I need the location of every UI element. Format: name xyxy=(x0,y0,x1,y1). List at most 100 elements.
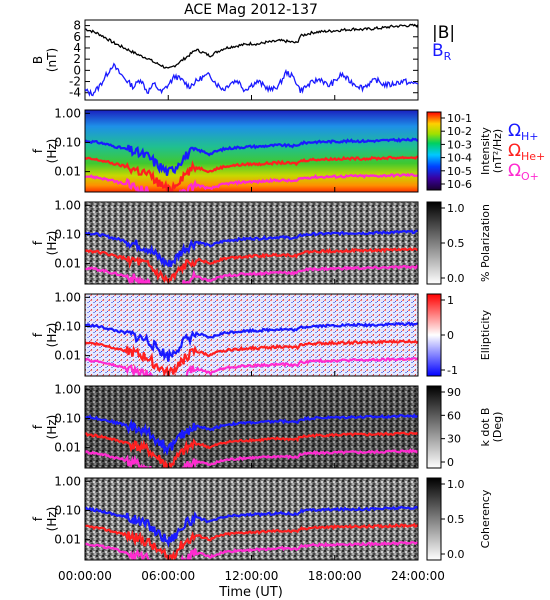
kdotb-colorbar xyxy=(426,385,442,469)
legend-gyro-sub: H+ xyxy=(521,130,539,143)
gyro-line-o-plus xyxy=(85,356,418,376)
freq-y-label: f xyxy=(31,240,45,245)
freq-y-tick-label: 0.01 xyxy=(54,165,81,179)
freq-y-label: f xyxy=(31,424,45,429)
colorbar-tick-label: 0.0 xyxy=(447,272,465,285)
kdotb-colorbar-label: k dot B xyxy=(479,408,492,447)
field-y-tick-label: -4 xyxy=(69,86,81,100)
gyro-line-h-plus xyxy=(85,413,418,456)
gyro-line-he-plus xyxy=(85,155,418,192)
colorbar-tick-label: 1.0 xyxy=(447,202,465,215)
freq-y-unit: (Hz) xyxy=(45,231,59,256)
intensity-panel: 10-110-210-310-410-510-6 Intensity (nT²/… xyxy=(84,109,545,193)
field-y-tick-label: -2 xyxy=(69,75,81,89)
coherency-colorbar xyxy=(426,477,442,561)
polarization-colorbar-ticks: 1.0 0.5 0.0 xyxy=(441,202,465,285)
gyro-line-h-plus xyxy=(85,137,418,176)
gyro-line-he-plus xyxy=(85,431,418,468)
freq-y-unit: (Hz) xyxy=(45,323,59,348)
ellipticity-colorbar-ticks: 1 0 -1 xyxy=(441,294,458,377)
freq-y-tick-label: 1.00 xyxy=(54,198,81,212)
gyro-line-he-plus xyxy=(85,338,418,376)
freq-y-tick-label: 0.01 xyxy=(54,441,81,455)
freq-y-tick-label: 1.00 xyxy=(54,106,81,120)
series-line-b-radial xyxy=(85,62,418,97)
freq-y-tick-label: 0.10 xyxy=(54,227,81,241)
time-axis: 00:00:00 06:00:00 12:00:00 18:00:00 24:00:00 xyxy=(58,95,445,583)
colorbar-tick-label: 0.0 xyxy=(447,548,465,561)
colorbar-tick-label: 0.5 xyxy=(447,237,465,250)
legend-gyro-symbol: Ω xyxy=(508,161,521,181)
freq-y-unit: (Hz) xyxy=(45,139,59,164)
field-y-label: B xyxy=(31,56,45,64)
freq-y-tick-label: 0.10 xyxy=(54,135,81,149)
legend-gyro-symbol: Ω xyxy=(508,141,521,161)
gyro-line-h-plus xyxy=(85,505,418,548)
gyro-line-o-plus xyxy=(85,264,418,284)
legend-gyro-sub: He+ xyxy=(521,150,545,163)
legend-gyro-o-plus: ΩO+ xyxy=(508,161,539,183)
field-panel-frame xyxy=(84,19,419,101)
ellipticity-colorbar-label: Ellipticity xyxy=(479,309,492,360)
freq-y-tick-label: 1.00 xyxy=(54,474,81,488)
ellipticity-colorbar xyxy=(426,293,442,377)
gyro-line-he-plus xyxy=(85,522,418,560)
field-y-tick-label: 0 xyxy=(73,63,81,77)
colorbar-tick-label: 10-3 xyxy=(447,138,472,151)
legend-b-radial: BR xyxy=(432,41,452,63)
freq-y-tick-label: 0.10 xyxy=(54,503,81,517)
colorbar-tick-label: 90 xyxy=(447,386,461,399)
freq-y-label: f xyxy=(31,516,45,521)
colorbar-tick-label: 10-5 xyxy=(447,165,472,178)
legend-gyro-sub: O+ xyxy=(521,170,539,183)
freq-y-tick-label: 0.10 xyxy=(54,319,81,333)
colorbar-tick-label: 10-2 xyxy=(447,125,472,138)
gyro-line-o-plus xyxy=(85,172,418,192)
legend-gyro-symbol: Ω xyxy=(508,121,521,141)
field-y-tick-label: 2 xyxy=(73,52,81,66)
freq-y-tick-label: 1.00 xyxy=(54,290,81,304)
gyro-line-h-plus xyxy=(85,321,418,362)
figure-title: ACE Mag 2012-137 xyxy=(184,2,318,18)
gyro-line-o-plus xyxy=(85,540,418,560)
colorbar-tick-label: 0.5 xyxy=(447,513,465,526)
frequency-axes: 1.000.100.01f (Hz)1.000.100.01f (Hz)1.000.… xyxy=(31,106,419,560)
legend-b-radial-main: B xyxy=(432,41,444,61)
ellipticity-panel: 1 0 -1 Ellipticity xyxy=(84,293,492,377)
freq-y-tick-label: 0.01 xyxy=(54,257,81,271)
freq-y-unit: (Hz) xyxy=(45,507,59,532)
colorbar-tick-label: 10-1 xyxy=(447,112,472,125)
freq-y-tick-label: 0.01 xyxy=(54,533,81,547)
intensity-colorbar-label: Intensity xyxy=(479,127,492,175)
legend-gyro-he-plus: ΩHe+ xyxy=(508,141,545,163)
field-y-tick-label: 8 xyxy=(73,19,81,33)
field-y-tick-label: 6 xyxy=(73,30,81,44)
coherency-spectrogram xyxy=(85,478,418,560)
kdotb-panel: 90 60 30 0 k dot B (Deg) xyxy=(84,385,504,469)
colorbar-tick-label: 1 xyxy=(447,294,454,307)
colorbar-tick-label: 0 xyxy=(447,329,454,342)
freq-y-tick-label: 0.01 xyxy=(54,349,81,363)
kdotb-colorbar-unit: (Deg) xyxy=(491,412,504,443)
coherency-panel: 1.0 0.5 0.0 Coherency xyxy=(84,477,492,561)
polarization-colorbar-label: % Polarization xyxy=(479,204,492,282)
freq-y-label: f xyxy=(31,332,45,337)
intensity-colorbar-ticks: 10-110-210-310-410-510-6 xyxy=(441,112,472,191)
freq-y-tick-label: 1.00 xyxy=(54,382,81,396)
field-y-unit: (nT) xyxy=(45,48,59,72)
freq-y-unit: (Hz) xyxy=(45,415,59,440)
gyro-line-h-plus xyxy=(85,229,418,268)
colorbar-tick-label: 60 xyxy=(447,409,461,422)
intensity-colorbar xyxy=(426,111,442,191)
freq-y-label: f xyxy=(31,148,45,153)
legend-b-radial-sub: R xyxy=(444,50,452,63)
time-tick-label: 00:00:00 xyxy=(58,569,112,583)
colorbar-tick-label: 1.0 xyxy=(447,478,465,491)
gyro-line-o-plus xyxy=(85,448,418,468)
colorbar-tick-label: 0 xyxy=(447,456,454,469)
time-tick-label: 18:00:00 xyxy=(308,569,362,583)
legend-gyro-h-plus: ΩH+ xyxy=(508,121,539,143)
colorbar-tick-label: 30 xyxy=(447,433,461,446)
kdotb-spectrogram xyxy=(85,386,418,468)
